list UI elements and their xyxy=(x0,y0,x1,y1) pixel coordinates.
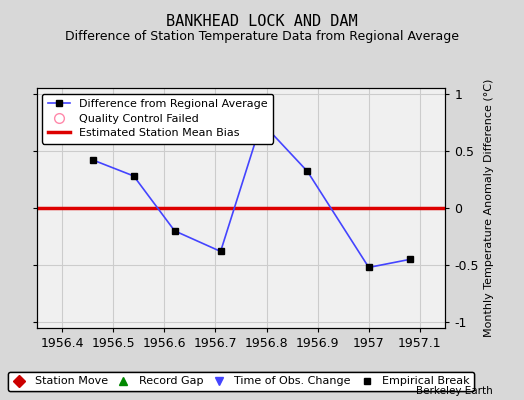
Y-axis label: Monthly Temperature Anomaly Difference (°C): Monthly Temperature Anomaly Difference (… xyxy=(485,79,495,337)
Legend: Station Move, Record Gap, Time of Obs. Change, Empirical Break: Station Move, Record Gap, Time of Obs. C… xyxy=(8,372,474,391)
Text: Difference of Station Temperature Data from Regional Average: Difference of Station Temperature Data f… xyxy=(65,30,459,43)
Text: Berkeley Earth: Berkeley Earth xyxy=(416,386,493,396)
Text: BANKHEAD LOCK AND DAM: BANKHEAD LOCK AND DAM xyxy=(166,14,358,29)
